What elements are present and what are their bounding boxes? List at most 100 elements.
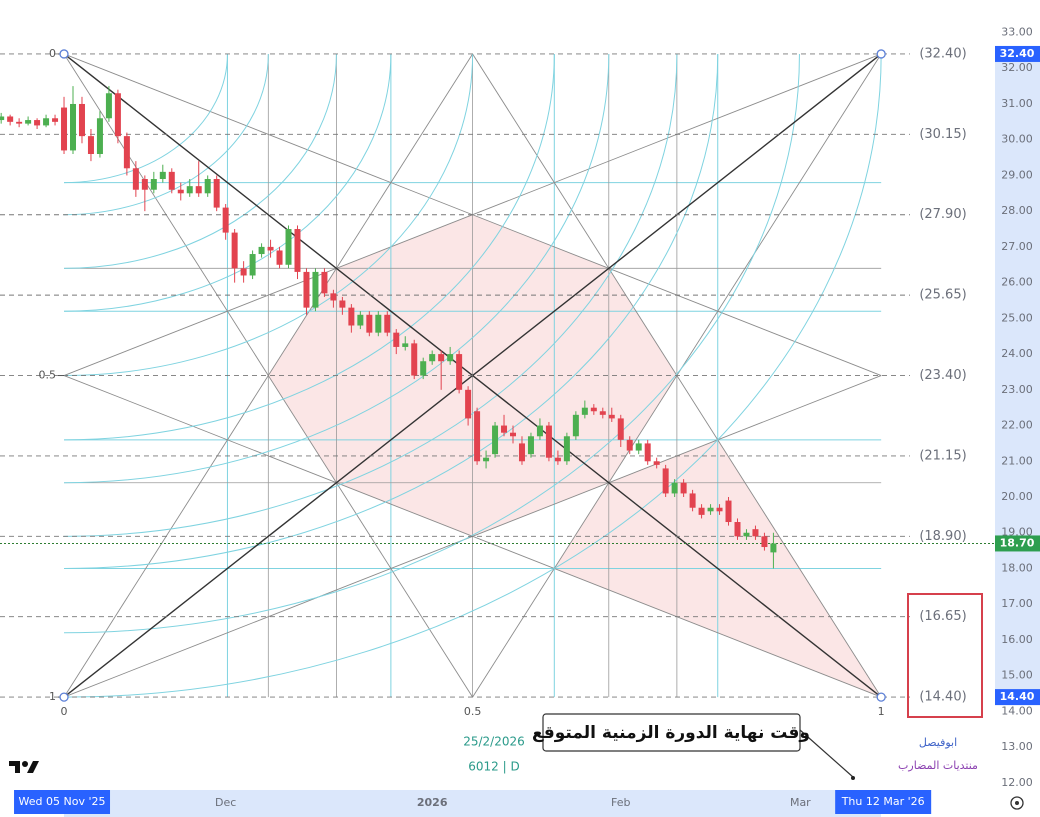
candle-body	[25, 120, 32, 124]
candle-body	[752, 529, 759, 537]
candle-body	[52, 118, 59, 122]
candle-body	[707, 507, 714, 512]
candle-body	[321, 271, 328, 294]
last-price-tag	[995, 535, 1040, 552]
y-tick-label: 14.00	[1001, 704, 1033, 717]
candle-body	[87, 136, 94, 154]
candle-body	[0, 116, 5, 121]
time-range-tag	[14, 790, 111, 814]
candle-body	[635, 443, 642, 451]
price-range-label: 32.40	[1000, 47, 1035, 60]
y-tick-label: 17.00	[1001, 597, 1033, 610]
level-label: (16.65)	[919, 609, 966, 624]
candle-body	[518, 443, 525, 462]
watermark: ابوفيصل	[919, 736, 957, 749]
candle-body	[474, 411, 481, 462]
candle-body	[483, 457, 490, 462]
logo	[9, 761, 39, 773]
level-label: (25.65)	[919, 288, 966, 303]
y-tick-label: 27.00	[1001, 240, 1033, 253]
candle-body	[150, 179, 157, 190]
candle-body	[357, 314, 364, 326]
candle-body	[671, 482, 678, 494]
y-tick-label: 33.00	[1001, 26, 1033, 39]
candle-body	[132, 168, 139, 190]
candle-body	[492, 425, 499, 455]
symbol-label: 6012 | D	[468, 760, 519, 774]
y-tick-label: 32.00	[1001, 61, 1033, 74]
candle-body	[294, 229, 301, 272]
candle-body	[348, 307, 355, 326]
candle-body	[7, 116, 14, 122]
candle-body	[312, 271, 319, 308]
candle-body	[78, 103, 85, 137]
y-tick-label: 22.00	[1001, 419, 1033, 432]
candle-body	[590, 407, 597, 412]
candle-body	[689, 493, 696, 508]
candle-body	[267, 246, 274, 251]
y-tick-label: 31.00	[1001, 97, 1033, 110]
x-tick-label: Feb	[611, 796, 630, 809]
candle-body	[581, 407, 588, 415]
settings-icon[interactable]	[1010, 796, 1024, 810]
y-tick-label: 24.00	[1001, 347, 1033, 360]
ratio-label: 1	[878, 705, 885, 718]
gann-handle	[876, 49, 886, 59]
candle-body	[303, 271, 310, 308]
candle-body	[258, 246, 265, 255]
candles	[0, 86, 777, 569]
candle-body	[240, 268, 247, 276]
candle-body	[626, 439, 633, 451]
candle-body	[141, 179, 148, 190]
highlight-box	[907, 593, 983, 718]
price-range-tag	[995, 689, 1040, 706]
ratio-label: 0	[61, 705, 68, 718]
candle-body	[420, 361, 427, 376]
candle-body	[545, 425, 552, 458]
y-tick-label: 29.00	[1001, 168, 1033, 181]
candle-body	[384, 314, 391, 333]
candle-body	[177, 189, 184, 194]
y-tick-label: 20.00	[1001, 490, 1033, 503]
gann-line	[63, 53, 473, 698]
annotation-arrow	[799, 729, 854, 778]
candle-body	[123, 136, 130, 169]
level-label: (30.15)	[919, 127, 966, 142]
ratio-label: 0.5	[39, 369, 57, 382]
gann-layer: 12.0013.0014.0015.0016.0017.0018.0019.00…	[0, 26, 1033, 809]
gann-handle	[59, 49, 69, 59]
y-tick-label: 25.00	[1001, 311, 1033, 324]
candle-body	[366, 314, 373, 333]
price-range-highlight	[995, 54, 1040, 697]
level-label: (21.15)	[919, 448, 966, 463]
candle-body	[249, 254, 256, 276]
candle-body	[34, 120, 41, 126]
candle-body	[276, 250, 283, 265]
y-tick-label: 30.00	[1001, 133, 1033, 146]
y-tick-label: 12.00	[1001, 776, 1033, 789]
time-range-tag	[835, 790, 932, 814]
candle-body	[168, 171, 175, 190]
overlay: وقت نهاية الدورة الزمنية المتوقع 25/2/20…	[9, 45, 1040, 814]
last-price-label: 18.70	[1000, 536, 1035, 549]
candle-body	[61, 107, 68, 151]
candle-body	[204, 179, 211, 194]
x-tick-label: 2026	[417, 796, 448, 809]
candle-body	[680, 482, 687, 494]
annotation-box	[542, 713, 801, 752]
candle-body	[231, 232, 238, 269]
candle-body	[554, 457, 561, 462]
candle-body	[213, 179, 220, 208]
candle-body	[16, 121, 23, 124]
candle-body	[43, 118, 50, 126]
candle-body	[510, 432, 517, 437]
time-range-label: Thu 12 Mar '26	[841, 795, 925, 808]
y-tick-label: 18.00	[1001, 561, 1033, 574]
candle-body	[438, 354, 445, 362]
level-label: (27.90)	[919, 207, 966, 222]
candle-body	[339, 300, 346, 308]
gann-handle	[876, 692, 886, 702]
annotation-dot	[851, 776, 855, 780]
annotation-text: وقت نهاية الدورة الزمنية المتوقع	[532, 723, 810, 743]
y-tick-label: 26.00	[1001, 276, 1033, 289]
